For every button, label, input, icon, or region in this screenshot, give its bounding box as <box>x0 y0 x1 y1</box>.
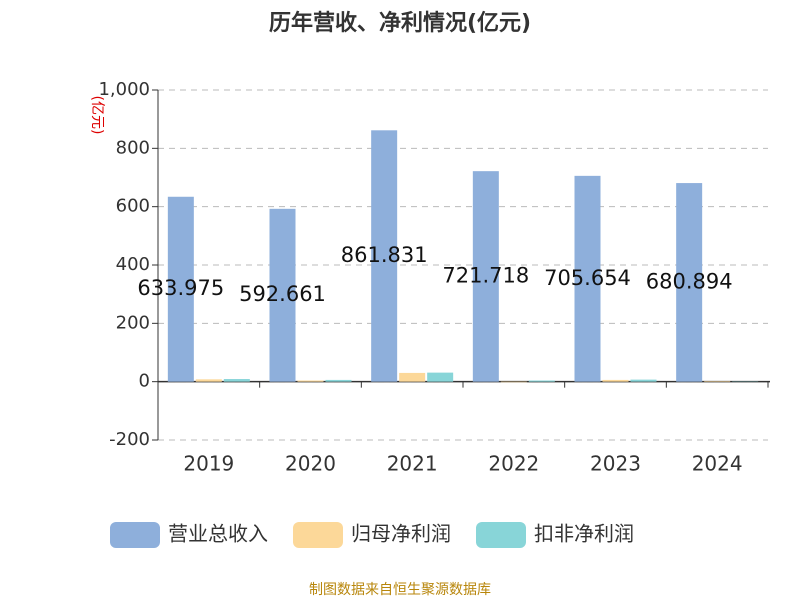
legend-label: 归母净利润 <box>351 522 451 546</box>
value-label: 861.831 <box>341 243 428 267</box>
value-label: 705.654 <box>544 266 631 290</box>
bar <box>427 373 453 382</box>
bar <box>631 380 657 382</box>
y-tick-label: 0 <box>139 371 150 392</box>
y-tick-label: 200 <box>116 312 150 333</box>
x-tick-label: 2019 <box>183 452 234 476</box>
legend-swatch <box>110 522 160 548</box>
y-axis-label: (亿元) <box>89 96 105 135</box>
legend-label: 扣非净利润 <box>534 522 634 546</box>
value-label: 592.661 <box>239 282 326 306</box>
x-tick-label: 2024 <box>692 452 743 476</box>
bar <box>704 381 730 382</box>
bar <box>399 373 425 382</box>
x-tick-label: 2020 <box>285 452 336 476</box>
bar <box>326 380 352 382</box>
y-tick-label: 1,000 <box>98 79 150 100</box>
chart-title: 历年营收、净利情况(亿元) <box>269 10 531 36</box>
source-note: 制图数据来自恒生聚源数据库 <box>309 582 491 598</box>
value-label: 633.975 <box>137 276 224 300</box>
bar <box>196 379 222 381</box>
bar <box>603 380 629 382</box>
y-tick-label: -200 <box>109 429 150 450</box>
x-tick-label: 2022 <box>488 452 539 476</box>
legend-label: 营业总收入 <box>168 522 268 546</box>
bar <box>501 382 527 383</box>
legend-swatch <box>293 522 343 548</box>
bar <box>298 381 324 382</box>
legend-swatch <box>476 522 526 548</box>
x-tick-label: 2023 <box>590 452 641 476</box>
bar <box>224 379 250 382</box>
y-tick-label: 400 <box>116 254 150 275</box>
y-tick-label: 800 <box>116 137 150 158</box>
x-tick-label: 2021 <box>387 452 438 476</box>
bar <box>529 381 555 382</box>
value-label: 721.718 <box>442 263 529 287</box>
y-tick-label: 600 <box>116 196 150 217</box>
value-label: 680.894 <box>646 269 733 293</box>
